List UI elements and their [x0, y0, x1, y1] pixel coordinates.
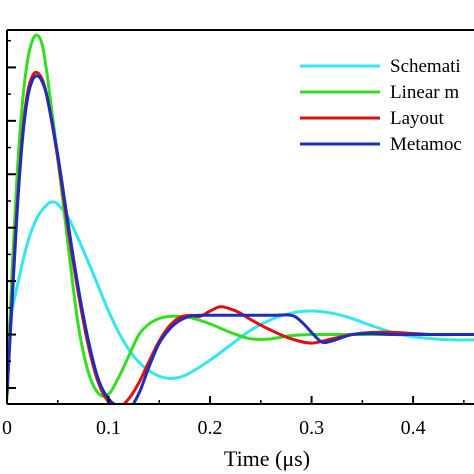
series-layer	[7, 33, 474, 404]
x-tick-label: 0.4	[401, 417, 426, 439]
x-axis-title: Time (μs)	[224, 446, 310, 471]
legend-label-4: Metamoc	[390, 134, 462, 155]
x-tick-label: 0.1	[96, 417, 121, 439]
x-tick-label: 0	[2, 417, 12, 439]
series-line-1	[7, 200, 474, 380]
x-tick-label: 0.2	[198, 417, 223, 439]
x-tick-label: 0.3	[299, 417, 324, 439]
axes-layer: 0 0.1 0.2 0.3 0.4	[2, 29, 474, 439]
legend-label-3: Layout	[390, 108, 445, 129]
series-line-4	[7, 74, 474, 404]
legend: Schemati Linear m Layout Metamoc	[300, 56, 462, 155]
legend-label-1: Schemati	[390, 56, 461, 77]
legend-label-2: Linear m	[390, 82, 459, 103]
